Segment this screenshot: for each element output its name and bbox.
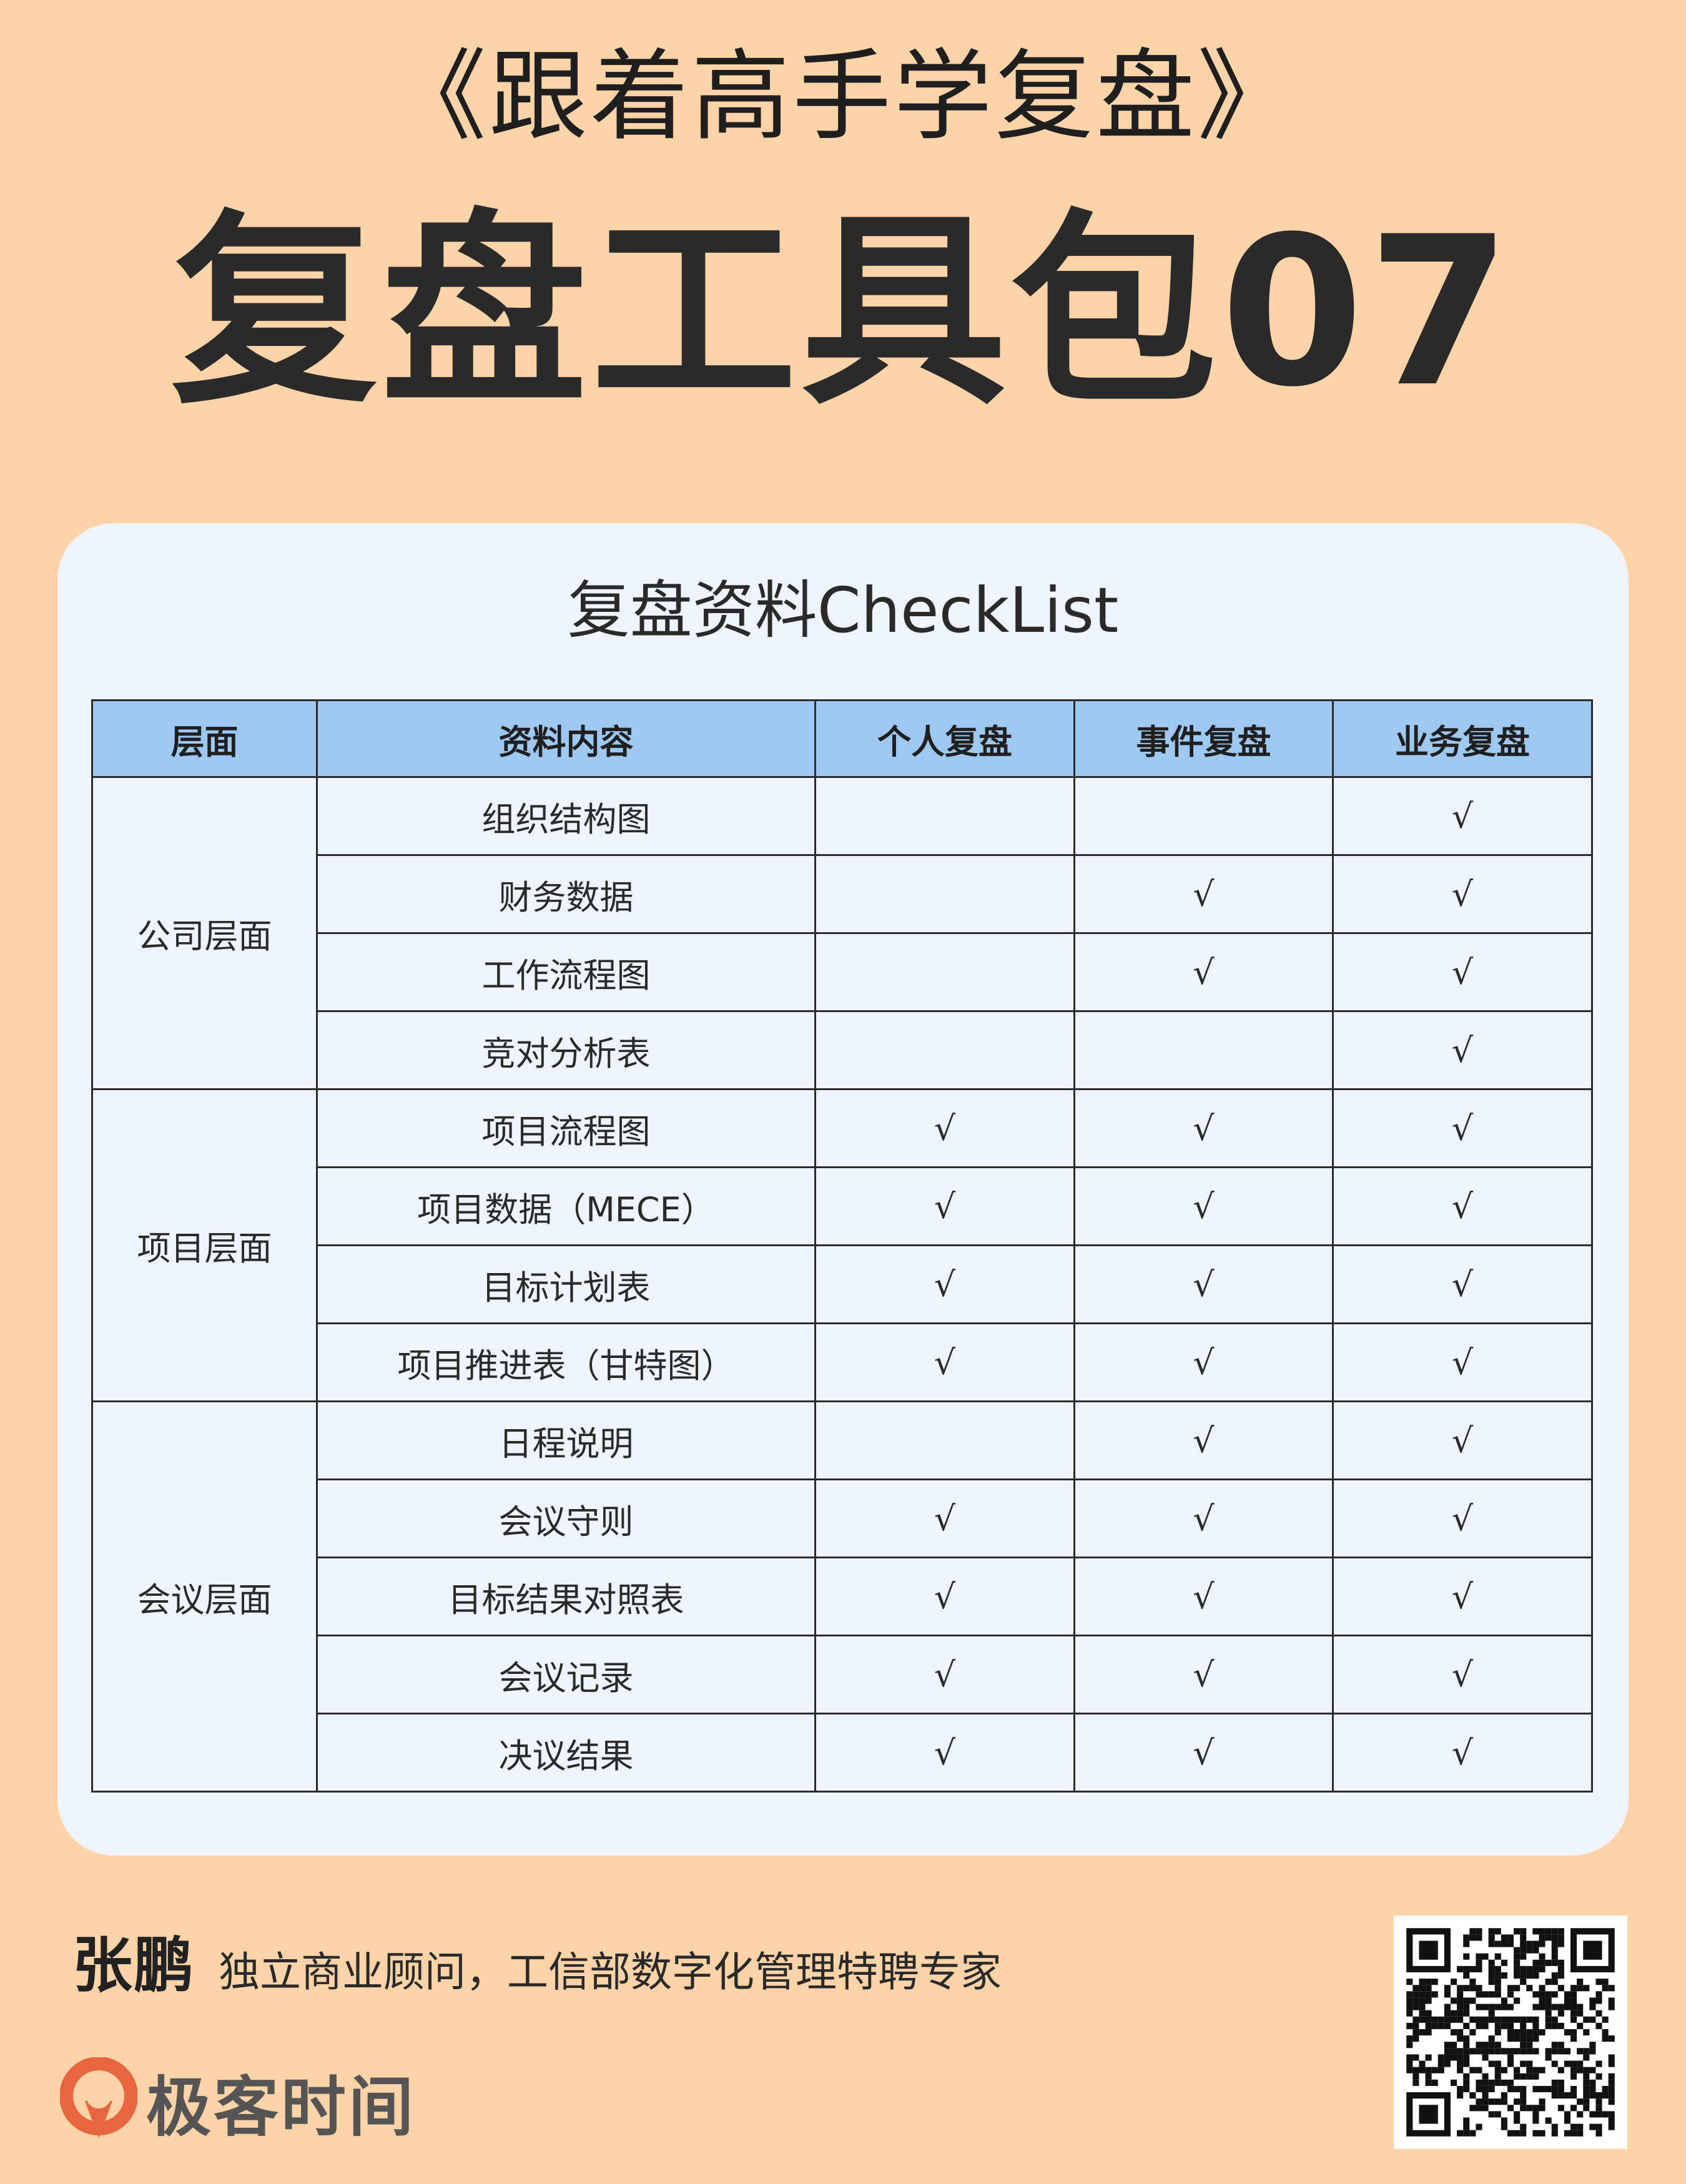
- item-cell: 项目数据（MECE）: [316, 1166, 816, 1246]
- business-review-cell: √: [1332, 776, 1593, 856]
- event-review-cell: √: [1073, 1713, 1334, 1793]
- table-row: 目标计划表 √ √ √: [92, 1244, 1593, 1324]
- author-info: 张鹏 独立商业顾问，工信部数字化管理特聘专家: [72, 1917, 1002, 2010]
- event-review-cell: √: [1073, 1478, 1334, 1558]
- business-review-cell: √: [1332, 1400, 1593, 1480]
- item-cell: 财务数据: [316, 854, 816, 934]
- business-review-cell: √: [1332, 1166, 1593, 1246]
- event-review-cell: √: [1073, 1088, 1334, 1168]
- event-review-cell: √: [1073, 1322, 1334, 1402]
- business-review-cell: √: [1332, 1088, 1593, 1168]
- event-review-cell: √: [1073, 1635, 1334, 1714]
- event-review-cell: [1073, 1010, 1334, 1090]
- author-name: 张鹏: [72, 1931, 195, 2000]
- table-row: 财务数据 √ √: [92, 854, 1593, 934]
- business-review-cell: √: [1332, 1478, 1593, 1558]
- personal-review-cell: √: [814, 1166, 1075, 1246]
- item-cell: 会议守则: [316, 1478, 816, 1558]
- table-row: 项目数据（MECE） √ √ √: [92, 1166, 1593, 1246]
- table-row: 项目推进表（甘特图） √ √ √: [92, 1322, 1593, 1402]
- card-title: 复盘资料CheckList: [567, 574, 1119, 647]
- personal-review-cell: √: [814, 1478, 1075, 1558]
- column-header-business: 业务复盘: [1332, 699, 1593, 778]
- personal-review-cell: √: [814, 1322, 1075, 1402]
- brand-name: 极客时间: [146, 2068, 417, 2145]
- personal-review-cell: √: [814, 1713, 1075, 1793]
- item-cell: 会议记录: [316, 1635, 816, 1714]
- table-row: 决议结果 √ √ √: [92, 1713, 1593, 1793]
- table-row: 会议守则 √ √ √: [92, 1478, 1593, 1558]
- event-review-cell: √: [1073, 1166, 1334, 1246]
- item-cell: 竞对分析表: [316, 1010, 816, 1090]
- item-cell: 工作流程图: [316, 932, 816, 1012]
- item-cell: 决议结果: [316, 1713, 816, 1793]
- event-review-cell: √: [1073, 854, 1334, 934]
- level-cell: 项目层面: [91, 1088, 318, 1402]
- item-cell: 日程说明: [316, 1400, 816, 1480]
- personal-review-cell: √: [814, 1557, 1075, 1636]
- business-review-cell: √: [1332, 1244, 1593, 1324]
- table-row: 项目层面 项目流程图 √ √ √: [91, 1088, 1593, 1402]
- column-header-item: 资料内容: [316, 699, 816, 778]
- author-description: 独立商业顾问，工信部数字化管理特聘专家: [219, 1948, 1002, 1996]
- business-review-cell: √: [1332, 1010, 1593, 1090]
- item-cell: 项目推进表（甘特图）: [316, 1322, 816, 1402]
- business-review-cell: √: [1332, 854, 1593, 934]
- level-cell: 会议层面: [91, 1400, 318, 1793]
- business-review-cell: √: [1332, 932, 1593, 1012]
- geektime-logo-icon: [60, 2057, 137, 2138]
- book-subtitle: 《跟着高手学复盘》: [388, 39, 1298, 154]
- business-review-cell: √: [1332, 1322, 1593, 1402]
- table-row: 目标结果对照表 √ √ √: [92, 1557, 1593, 1636]
- personal-review-cell: [814, 1400, 1075, 1480]
- column-header-event: 事件复盘: [1073, 699, 1334, 778]
- item-cell: 项目流程图: [316, 1088, 816, 1168]
- brand-logo: 极客时间: [60, 2054, 416, 2148]
- personal-review-cell: [814, 932, 1075, 1012]
- table-row: 会议记录 √ √ √: [92, 1635, 1593, 1714]
- table-row: 会议层面 日程说明 √ √: [91, 1400, 1593, 1793]
- event-review-cell: [1073, 776, 1334, 856]
- business-review-cell: √: [1332, 1557, 1593, 1636]
- item-cell: 目标结果对照表: [316, 1557, 816, 1636]
- level-cell: 公司层面: [91, 776, 318, 1090]
- event-review-cell: √: [1073, 932, 1334, 1012]
- page-title: 复盘工具包07: [171, 192, 1515, 432]
- business-review-cell: √: [1332, 1635, 1593, 1714]
- table-row: 竞对分析表 √: [92, 1010, 1593, 1090]
- business-review-cell: √: [1332, 1713, 1593, 1793]
- personal-review-cell: √: [814, 1088, 1075, 1168]
- personal-review-cell: √: [814, 1244, 1075, 1324]
- column-header-level: 层面: [91, 699, 318, 778]
- personal-review-cell: √: [814, 1635, 1075, 1714]
- event-review-cell: √: [1073, 1244, 1334, 1324]
- table-row: 公司层面 组织结构图 √: [91, 776, 1593, 1090]
- personal-review-cell: [814, 1010, 1075, 1090]
- event-review-cell: √: [1073, 1400, 1334, 1480]
- item-cell: 组织结构图: [316, 776, 816, 856]
- qr-code-icon: [1394, 1916, 1627, 2149]
- checklist-card: 复盘资料CheckList 层面 资料内容 个人复盘 事件复盘 业务复盘 公司层…: [57, 523, 1629, 1856]
- personal-review-cell: [814, 854, 1075, 934]
- event-review-cell: √: [1073, 1557, 1334, 1636]
- personal-review-cell: [814, 776, 1075, 856]
- checklist-table: 层面 资料内容 个人复盘 事件复盘 业务复盘 公司层面 组织结构图 √ 财务数据 √ √ 工…: [91, 699, 1593, 1793]
- table-header-row: 层面 资料内容 个人复盘 事件复盘 业务复盘: [91, 699, 1593, 778]
- item-cell: 目标计划表: [316, 1244, 816, 1324]
- column-header-personal: 个人复盘: [814, 699, 1075, 778]
- table-row: 工作流程图 √ √: [92, 932, 1593, 1012]
